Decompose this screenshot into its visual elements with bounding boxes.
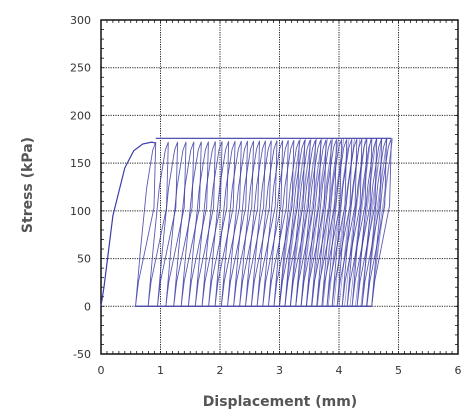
load-cycle-loop (262, 140, 284, 307)
plot-frame (100, 19, 459, 355)
load-cycle-loop (135, 141, 157, 307)
load-cycle-loop (180, 141, 202, 307)
load-cycle-loop (201, 141, 223, 307)
load-cycle-loop (256, 140, 278, 307)
load-cycle-loop (273, 140, 295, 307)
load-cycle-loop (305, 139, 327, 307)
load-cycle-loop (147, 141, 169, 307)
load-cycle-loop (214, 141, 236, 307)
x-axis-label: Displacement (mm) (203, 394, 357, 410)
x-tick-label: 0 (98, 364, 105, 377)
load-cycle-loop (194, 141, 216, 307)
load-cycle-loop (220, 140, 242, 307)
load-cycle-loop (331, 138, 353, 307)
cyclic-loading-series (100, 137, 393, 307)
x-tick-label: 5 (395, 364, 402, 377)
load-cycle-loop (267, 140, 289, 307)
load-cycle-loop (250, 140, 272, 307)
load-cycle-loop (227, 140, 248, 307)
y-tick-label: -50 (73, 348, 91, 361)
load-cycle-loop (289, 139, 311, 307)
load-cycle-loop (233, 140, 255, 307)
initial-loading-curve (100, 141, 156, 307)
load-cycle-loop (208, 141, 230, 307)
load-cycle-loop (187, 141, 209, 307)
load-cycle-loop (300, 139, 322, 307)
load-cycle-loop (284, 139, 306, 307)
load-cycle-loop (356, 138, 378, 307)
y-tick-label: 50 (77, 253, 91, 266)
load-cycle-loop (245, 140, 266, 307)
load-cycle-loop (311, 139, 332, 307)
load-cycle-loop (326, 139, 348, 307)
load-cycle-loop (371, 138, 392, 307)
load-cycle-loop (295, 139, 316, 307)
load-cycle-loop (351, 138, 373, 307)
y-tick-label: 250 (70, 62, 91, 75)
y-tick-label: 0 (84, 300, 91, 313)
x-tick-label: 6 (455, 364, 462, 377)
y-tick-label: 200 (70, 109, 91, 122)
x-tick-label: 2 (217, 364, 224, 377)
x-tick-labels: 0 1 2 3 4 5 6 (98, 364, 462, 377)
y-tick-label: 300 (70, 14, 91, 27)
x-tick-label: 4 (336, 364, 343, 377)
load-cycle-loop (239, 140, 261, 307)
load-cycle-loop (279, 139, 300, 307)
load-cycle-loop (157, 141, 179, 307)
y-tick-label: 100 (70, 205, 91, 218)
y-tick-label: 150 (70, 157, 91, 170)
y-axis-label: Stress (kPa) (20, 137, 36, 233)
x-tick-label: 3 (276, 364, 283, 377)
x-tick-label: 1 (157, 364, 164, 377)
y-tick-labels: -50 0 50 100 150 200 250 300 (70, 14, 91, 361)
load-cycle-loop (361, 138, 383, 307)
